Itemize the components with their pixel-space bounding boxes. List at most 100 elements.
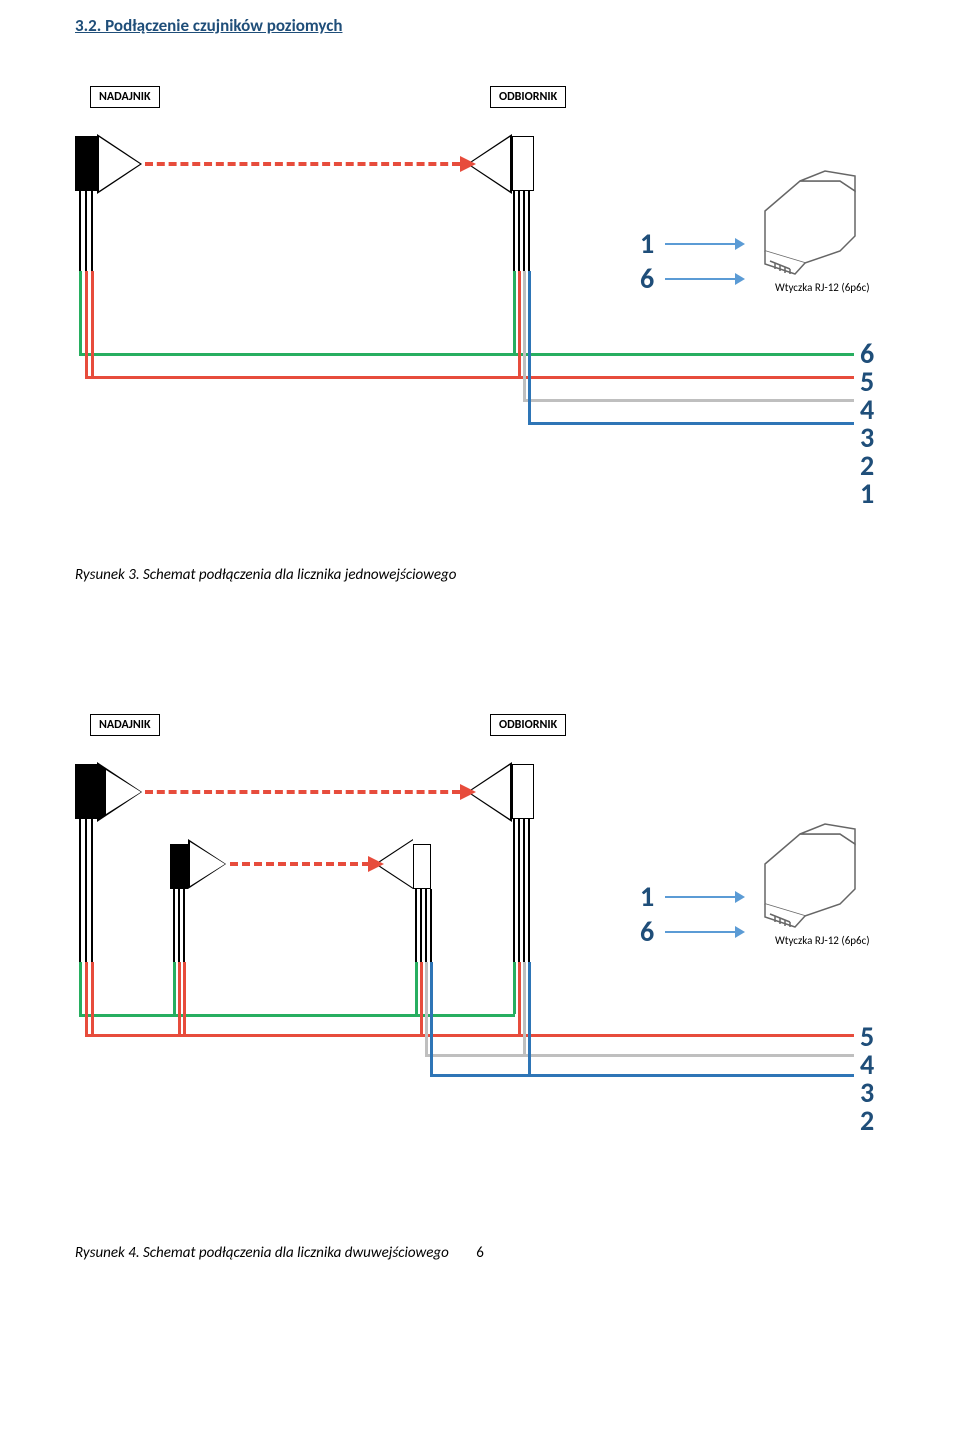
wire bbox=[415, 962, 418, 972]
wire bbox=[513, 962, 516, 972]
wire bbox=[420, 889, 422, 967]
wire bbox=[518, 191, 520, 276]
rj-label: Wtyczka RJ-12 (6p6c) bbox=[775, 281, 870, 294]
pin-label: 6 bbox=[640, 261, 654, 296]
wire bbox=[425, 972, 428, 1054]
wire bbox=[173, 972, 176, 1014]
transmitter2-body bbox=[170, 844, 188, 889]
wire bbox=[415, 889, 417, 967]
wire bbox=[85, 191, 87, 276]
page-number: 6 bbox=[476, 1244, 484, 1262]
diagram-1: NADAJNIK ODBIORNIK 1 6 Wtyczka RJ-12 (6p… bbox=[75, 86, 885, 556]
wire bbox=[91, 819, 93, 967]
wire bbox=[513, 271, 516, 281]
wire-blue bbox=[528, 281, 531, 422]
wire bbox=[430, 962, 433, 972]
transmitter2-cone bbox=[188, 839, 226, 889]
wire bbox=[430, 889, 432, 967]
wire bbox=[178, 972, 181, 1034]
wire-gray bbox=[523, 281, 526, 399]
wire bbox=[79, 962, 82, 972]
wire bbox=[513, 191, 515, 276]
wire-green bbox=[79, 281, 82, 356]
wire bbox=[523, 191, 525, 276]
wire bbox=[79, 972, 82, 1014]
wire bbox=[85, 819, 87, 967]
wire bbox=[528, 271, 531, 281]
wire bbox=[513, 972, 516, 1014]
ir-beam bbox=[145, 790, 460, 794]
wire bbox=[415, 972, 418, 1014]
pin-label: 2 bbox=[860, 1103, 874, 1138]
odbiornik-label: ODBIORNIK bbox=[490, 714, 566, 736]
wire bbox=[425, 889, 427, 967]
wire bbox=[528, 191, 530, 276]
wire bbox=[518, 962, 521, 972]
wire bbox=[528, 819, 530, 967]
wire-green bbox=[79, 1014, 515, 1017]
wire-red bbox=[85, 281, 88, 379]
diagram-2: NADAJNIK ODBIORNIK .diagram2 .speaker-le… bbox=[75, 714, 885, 1214]
wire bbox=[523, 972, 526, 1054]
wire bbox=[528, 962, 531, 972]
wire bbox=[518, 972, 521, 1034]
wire-blue bbox=[528, 422, 854, 425]
wire bbox=[523, 271, 526, 281]
wire bbox=[91, 972, 94, 1034]
wire bbox=[79, 191, 81, 276]
wire bbox=[79, 819, 81, 967]
wire bbox=[85, 972, 88, 1034]
wire-green bbox=[79, 353, 854, 356]
wire bbox=[183, 972, 186, 1034]
pin-label: 1 bbox=[640, 879, 654, 914]
wire bbox=[178, 962, 181, 972]
wire bbox=[183, 889, 185, 967]
wire bbox=[430, 972, 433, 1074]
wire bbox=[91, 271, 94, 281]
pin-label: 6 bbox=[640, 914, 654, 949]
ir-beam bbox=[145, 162, 460, 166]
section-title: 3.2. Podłączenie czujników poziomych bbox=[75, 15, 885, 36]
receiver-body bbox=[512, 136, 534, 191]
pin-arrow bbox=[665, 896, 735, 898]
wire-red bbox=[85, 376, 854, 379]
rj-plug-icon bbox=[745, 819, 865, 929]
nadajnik-label: NADAJNIK bbox=[90, 714, 160, 736]
ir-arrow bbox=[460, 156, 476, 172]
wire bbox=[173, 889, 175, 967]
wire bbox=[425, 962, 428, 972]
wire bbox=[91, 962, 94, 972]
wire-red bbox=[85, 1034, 854, 1037]
wire bbox=[523, 819, 525, 967]
wire bbox=[183, 962, 186, 972]
ir-arrow bbox=[460, 784, 476, 800]
wire bbox=[420, 962, 423, 972]
wire bbox=[85, 271, 88, 281]
receiver2-body bbox=[413, 844, 431, 889]
wire bbox=[518, 819, 520, 967]
wire-blue bbox=[430, 1074, 854, 1077]
wire bbox=[528, 972, 531, 1074]
pin-label: 1 bbox=[860, 476, 874, 511]
wire bbox=[85, 962, 88, 972]
ir-arrow2 bbox=[368, 856, 384, 872]
pin-arrow bbox=[665, 931, 735, 933]
wire bbox=[173, 962, 176, 972]
transmitter-body bbox=[75, 136, 97, 191]
odbiornik-label: ODBIORNIK bbox=[490, 86, 566, 108]
pin-arrow bbox=[665, 243, 735, 245]
rj-plug-icon bbox=[745, 166, 865, 276]
wire bbox=[518, 271, 521, 281]
rj-label: Wtyczka RJ-12 (6p6c) bbox=[775, 934, 870, 947]
transmitter-body bbox=[75, 764, 97, 819]
wire bbox=[513, 819, 515, 967]
wire-green bbox=[513, 281, 516, 356]
transmitter-cone bbox=[97, 762, 142, 822]
transmitter-cone bbox=[97, 134, 142, 194]
wire bbox=[178, 889, 180, 967]
wire bbox=[91, 191, 93, 276]
pin-arrow bbox=[665, 278, 735, 280]
wire bbox=[420, 972, 423, 1034]
wire-gray bbox=[425, 1054, 854, 1057]
wire-red bbox=[518, 281, 521, 379]
